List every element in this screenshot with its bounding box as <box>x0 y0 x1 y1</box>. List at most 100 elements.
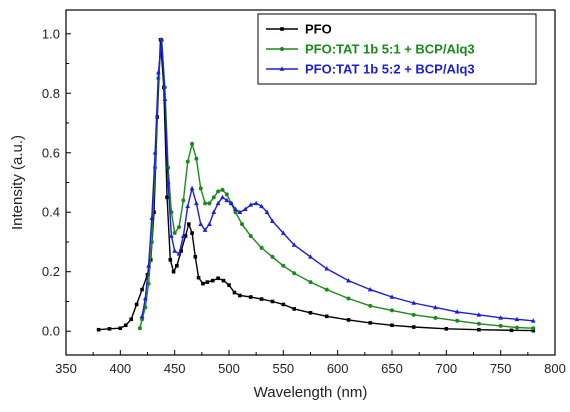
y-tick-label: 0.2 <box>42 264 60 279</box>
data-point <box>190 141 195 146</box>
data-point <box>325 314 329 319</box>
data-point <box>253 200 259 206</box>
data-point <box>292 307 296 311</box>
data-point <box>211 195 216 200</box>
data-point <box>186 222 191 226</box>
x-axis-label: Wavelength (nm) <box>254 384 368 401</box>
data-point <box>137 326 142 331</box>
y-tick-label: 0.6 <box>42 145 60 160</box>
data-point <box>281 263 286 268</box>
data-point <box>224 197 230 203</box>
data-point <box>324 266 330 271</box>
data-point <box>215 200 221 206</box>
legend-marker <box>280 27 284 31</box>
data-point <box>346 278 351 283</box>
data-point <box>281 302 286 307</box>
data-point <box>455 318 460 323</box>
legend-label: PFO:TAT 1b 5:1 + BCP/Alq3 <box>305 42 475 57</box>
data-point <box>248 234 253 239</box>
data-point <box>444 327 449 331</box>
data-point <box>205 280 210 284</box>
data-point <box>139 313 145 319</box>
data-point <box>242 206 248 212</box>
y-tick-label: 1.0 <box>42 26 60 41</box>
x-tick-label: 500 <box>218 361 240 376</box>
data-point <box>248 295 253 299</box>
data-point <box>308 310 313 315</box>
data-point <box>220 194 225 200</box>
legend-entry-3: PFO:TAT 1b 5:2 + BCP/Alq3 <box>266 62 475 77</box>
data-point <box>514 316 520 322</box>
data-point <box>134 302 139 307</box>
data-point <box>531 326 536 331</box>
data-point <box>140 287 144 292</box>
legend-marker <box>279 66 285 71</box>
data-point <box>498 315 504 320</box>
data-point <box>227 283 231 287</box>
data-point <box>411 325 416 329</box>
data-point <box>346 296 351 301</box>
data-point <box>259 297 264 301</box>
legend-marker <box>280 47 284 51</box>
data-point <box>183 234 188 238</box>
data-point <box>240 222 245 227</box>
y-tick-label: 0.4 <box>42 205 60 220</box>
data-point <box>237 209 243 215</box>
y-tick-label: 0.8 <box>42 86 60 101</box>
legend: PFO PFO:TAT 1b 5:1 + BCP/Alq3 PFO:TAT 1b 5… <box>257 13 537 85</box>
data-point <box>477 327 481 332</box>
data-point <box>248 202 254 207</box>
legend-entry-1: PFO <box>266 22 332 37</box>
data-point <box>155 69 161 75</box>
data-point <box>196 275 201 280</box>
series-3 <box>139 37 536 323</box>
data-point <box>291 242 297 247</box>
data-point <box>346 318 351 322</box>
data-point <box>165 195 169 200</box>
data-point <box>220 187 225 192</box>
axes-layer: 350 400 450 500 550 600 650 700 750 800 0.0 0.2 0.4 0… <box>42 26 566 376</box>
data-point <box>171 269 176 274</box>
data-point <box>476 312 482 317</box>
data-point <box>270 299 275 304</box>
data-point <box>433 315 438 320</box>
data-point <box>123 323 128 328</box>
data-point <box>433 304 438 310</box>
data-point <box>185 159 190 164</box>
data-point <box>152 150 158 155</box>
data-point <box>198 186 203 191</box>
data-point <box>531 328 536 333</box>
data-point <box>159 37 165 42</box>
legend-box <box>257 13 537 85</box>
data-point <box>308 280 313 285</box>
series-layer <box>96 37 536 333</box>
data-point <box>180 233 186 238</box>
data-point <box>221 278 226 283</box>
data-point <box>211 209 217 215</box>
data-point <box>228 200 234 206</box>
data-point <box>190 231 194 235</box>
x-tick-label: 700 <box>435 361 457 376</box>
data-point <box>168 258 173 262</box>
data-point <box>238 293 242 298</box>
data-point <box>140 317 145 322</box>
data-point <box>232 290 237 295</box>
data-point <box>530 318 536 323</box>
data-point <box>146 263 151 268</box>
data-point <box>194 200 199 206</box>
data-point <box>389 294 395 299</box>
data-point <box>224 192 229 197</box>
data-point <box>292 271 297 276</box>
data-point <box>259 245 264 250</box>
x-tick-label: 600 <box>327 361 349 376</box>
x-tick-label: 750 <box>490 361 512 376</box>
data-point <box>118 326 123 331</box>
data-point <box>169 233 174 238</box>
data-point <box>368 321 373 325</box>
data-point <box>202 227 208 232</box>
data-point <box>259 203 264 209</box>
data-point <box>107 327 112 331</box>
x-tick-label: 450 <box>164 361 186 376</box>
data-point <box>476 321 481 326</box>
